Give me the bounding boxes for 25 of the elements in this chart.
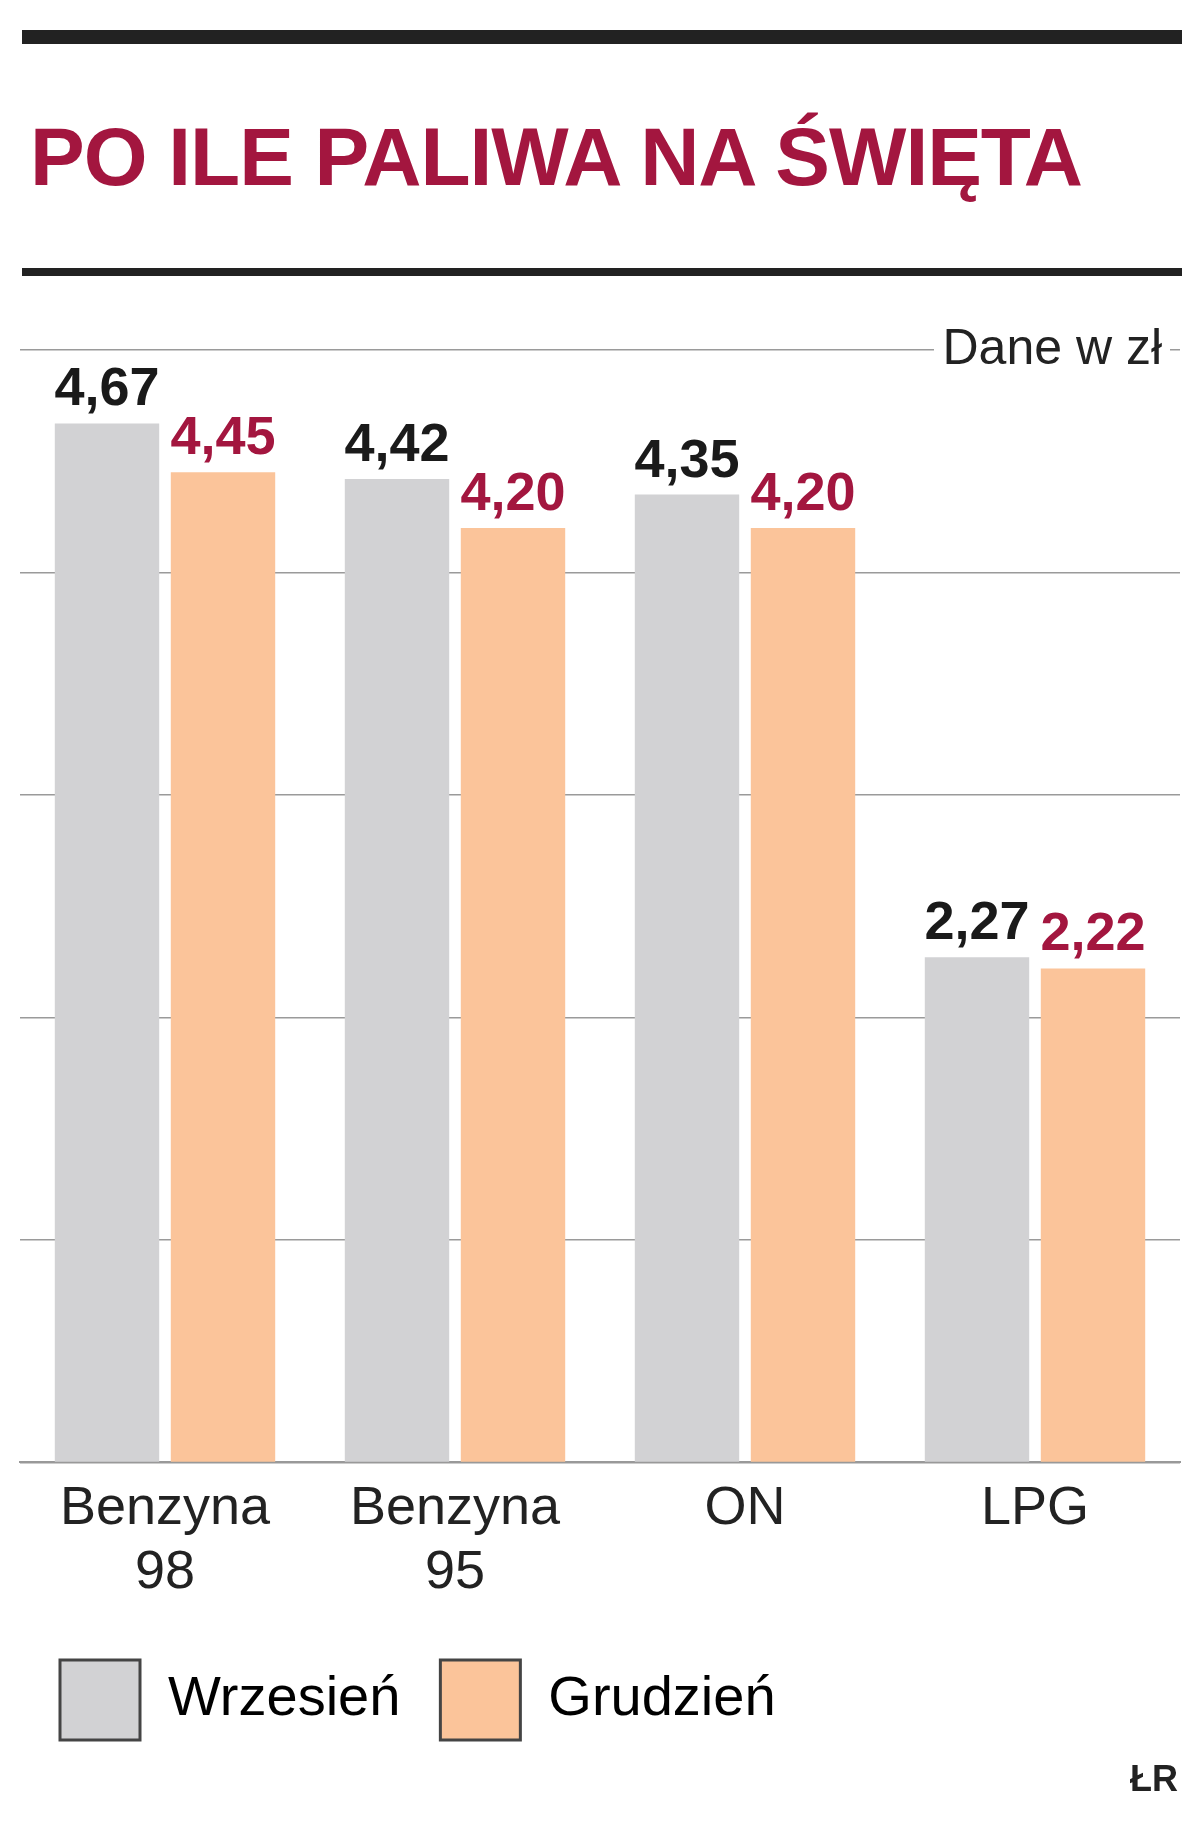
x-tick-label: ON <box>704 1474 786 1535</box>
bar <box>460 527 566 1462</box>
data-label: 4,20 <box>460 460 566 521</box>
bar <box>54 423 160 1462</box>
bar <box>170 472 276 1462</box>
x-tick-label: Benzyna 95 <box>349 1474 562 1600</box>
legend-label: Wrzesień <box>168 1664 401 1728</box>
x-tick-label: Benzyna 98 <box>59 1474 272 1600</box>
legend-label: Grudzień <box>548 1664 776 1728</box>
data-label: 4,35 <box>634 427 740 488</box>
data-label: 2,27 <box>924 890 1030 951</box>
bar <box>924 957 1030 1462</box>
text: ŁR <box>1130 1758 1178 1800</box>
data-label: 2,22 <box>1040 901 1146 962</box>
data-label: 4,67 <box>54 356 160 417</box>
bar <box>1040 968 1146 1462</box>
chart-title: PO ILE PALIWA NA ŚWIĘTA <box>30 110 1083 204</box>
chart-subtitle: Dane w zł <box>934 318 1170 376</box>
bar <box>750 527 856 1462</box>
data-label: 4,42 <box>344 411 450 472</box>
bar <box>634 494 740 1462</box>
data-label: 4,20 <box>750 460 856 521</box>
x-tick-label: LPG <box>980 1474 1090 1535</box>
bar <box>344 479 450 1462</box>
data-label: 4,45 <box>170 405 276 466</box>
